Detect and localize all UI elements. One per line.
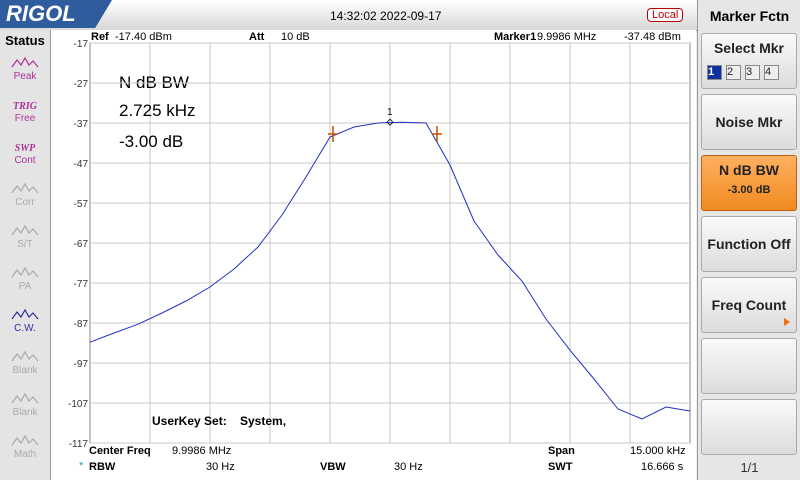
y-tick-label: -117 — [69, 439, 89, 450]
status-icon — [11, 308, 39, 320]
rbw-star: * — [79, 460, 84, 472]
status-panel: Status Peak TRIG Free SWP Cont Corr S/T PA C.W. B… — [0, 30, 51, 480]
status-glyph — [11, 56, 39, 68]
option[interactable]: 4 — [764, 65, 779, 80]
option[interactable]: 2 — [726, 65, 741, 80]
status-icon — [11, 56, 39, 68]
button-label: Freq Count — [711, 297, 787, 313]
annotation-level: -3.00 dB — [119, 132, 183, 151]
logo: RIGOL — [0, 0, 112, 28]
mode-badge: Local — [647, 8, 684, 22]
rbw-label: RBW — [89, 461, 116, 473]
status-label: C.W. — [14, 323, 36, 334]
marker-label: 1 — [387, 107, 393, 118]
status-icon: TRIG — [13, 101, 38, 112]
status-glyph — [11, 392, 39, 404]
menu-page: 1/1 — [740, 460, 759, 475]
marker-diamond — [386, 118, 394, 126]
status-label: Cont — [14, 155, 36, 166]
swt-value: 16.666 s — [641, 461, 684, 473]
menu-button-empty — [701, 338, 797, 394]
y-tick-label: -47 — [74, 159, 89, 170]
att-value: 10 dB — [281, 31, 310, 43]
menu-title: Marker Fctn — [709, 8, 790, 24]
button-label: N dB BW — [719, 162, 779, 178]
y-tick-label: -67 — [74, 239, 89, 250]
y-tick-label: -87 — [74, 319, 89, 330]
span-value: 15.000 kHz — [630, 445, 686, 457]
status-icon — [11, 266, 39, 278]
center-label: Center Freq — [89, 445, 151, 457]
y-tick-label: -17 — [74, 39, 89, 50]
status-label: Blank — [12, 407, 38, 418]
userkey-value: System, — [240, 414, 286, 428]
option[interactable]: 1 — [707, 65, 722, 80]
menu-button[interactable]: Function Off — [701, 216, 797, 272]
button-label: Noise Mkr — [715, 114, 783, 130]
marker-label: Marker1 — [494, 31, 537, 43]
ndb-marker — [432, 126, 442, 142]
menu-button[interactable]: Select Mkr 1 2 3 4 — [701, 33, 797, 89]
menu-button[interactable]: Freq Count — [701, 277, 797, 333]
y-tick-label: -97 — [74, 359, 89, 370]
trace — [89, 121, 691, 420]
y-tick-label: -37 — [74, 119, 89, 130]
center-value: 9.9986 MHz — [172, 445, 232, 457]
vbw-label: VBW — [320, 461, 346, 473]
status-icon — [11, 392, 39, 404]
top-bar: RIGOL 14:32:02 2022-09-17 Local — [0, 0, 697, 31]
menu-button-empty — [701, 399, 797, 455]
button-label: Function Off — [707, 236, 791, 252]
y-tick-label: -57 — [74, 199, 89, 210]
menu-button[interactable]: N dB BW -3.00 dB — [701, 155, 797, 211]
submenu-arrow — [784, 318, 790, 326]
status-title: Status — [5, 33, 45, 48]
ndb-marker — [328, 126, 338, 142]
status-glyph — [11, 434, 39, 446]
status-label: S/T — [17, 239, 33, 250]
att-label: Att — [249, 31, 265, 43]
annotation-bw: 2.725 kHz — [119, 101, 196, 120]
y-tick-label: -77 — [74, 279, 89, 290]
status-label: Math — [13, 449, 37, 460]
status-label: Corr — [15, 197, 35, 208]
status-glyph — [11, 308, 39, 320]
ref-value: -17.40 dBm — [115, 31, 172, 43]
userkey-label: UserKey Set: — [152, 414, 227, 428]
button-value: -3.00 dB — [727, 184, 771, 196]
marker-amp: -37.48 dBm — [624, 31, 681, 43]
datetime: 14:32:02 2022-09-17 — [330, 9, 442, 23]
status-glyph — [11, 224, 39, 236]
rbw-value: 30 Hz — [206, 461, 235, 473]
status-top: SWP — [15, 143, 36, 154]
status-glyph — [11, 350, 39, 362]
menu-button[interactable]: Noise Mkr — [701, 94, 797, 150]
status-top: TRIG — [13, 101, 38, 112]
ref-label: Ref — [91, 31, 109, 43]
status-label: PA — [18, 281, 32, 292]
status-glyph — [11, 266, 39, 278]
status-label: Blank — [12, 365, 38, 376]
status-icon — [11, 434, 39, 446]
y-tick-label: -107 — [68, 399, 88, 410]
option[interactable]: 3 — [745, 65, 760, 80]
plot: N dB BW 2.725 kHz -3.00 dB UserKey Set: … — [68, 39, 691, 450]
status-glyph — [11, 182, 39, 194]
status-label: Free — [14, 113, 36, 124]
status-icon: SWP — [15, 143, 36, 154]
status-label: Peak — [13, 71, 37, 82]
status-icon — [11, 224, 39, 236]
status-icon — [11, 182, 39, 194]
y-tick-label: -27 — [74, 79, 89, 90]
swt-label: SWT — [548, 461, 573, 473]
marker-freq: 9.9986 MHz — [537, 31, 597, 43]
status-icon — [11, 350, 39, 362]
button-label: Select Mkr — [713, 40, 785, 56]
span-label: Span — [548, 445, 575, 457]
menu-panel: Marker Fctn 1/1 Select Mkr 1 2 3 4 Noise Mkr N… — [697, 0, 800, 480]
vbw-value: 30 Hz — [394, 461, 423, 473]
